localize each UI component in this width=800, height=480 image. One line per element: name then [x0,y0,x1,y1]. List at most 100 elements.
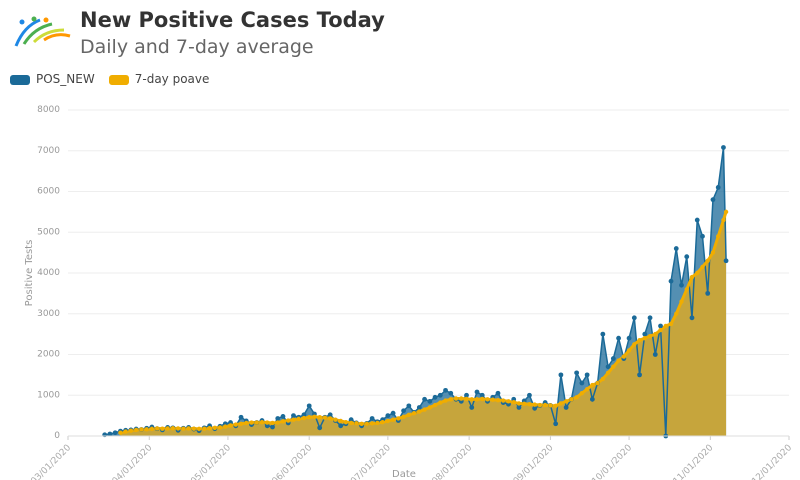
data-point[interactable] [679,299,684,304]
data-point[interactable] [317,425,323,431]
data-point[interactable] [490,397,495,402]
data-point[interactable] [705,290,711,296]
data-point[interactable] [616,335,621,341]
data-point[interactable] [464,396,469,402]
data-point[interactable] [521,401,527,407]
data-point[interactable] [658,323,663,329]
data-point[interactable] [527,392,532,398]
data-point[interactable] [563,399,569,404]
data-point[interactable] [291,417,296,422]
data-point[interactable] [448,397,453,402]
data-point[interactable] [516,401,522,406]
data-point[interactable] [647,333,653,339]
data-point[interactable] [202,426,207,431]
data-point[interactable] [338,418,343,424]
data-point[interactable] [354,421,359,426]
data-point[interactable] [165,426,170,431]
data-point[interactable] [542,402,548,408]
data-point[interactable] [563,405,569,410]
data-point[interactable] [480,396,485,402]
data-point[interactable] [322,415,328,420]
data-point[interactable] [589,396,595,402]
data-point[interactable] [595,380,600,386]
data-point[interactable] [631,315,637,321]
legend-item-7day[interactable]: 7-day poave [108,72,209,86]
data-point[interactable] [495,397,501,403]
data-point[interactable] [254,420,259,425]
data-point[interactable] [154,426,160,431]
data-point[interactable] [406,403,412,409]
data-point[interactable] [401,414,406,420]
data-point[interactable] [694,217,700,223]
data-point[interactable] [689,315,695,321]
data-point[interactable] [249,420,254,425]
data-point[interactable] [427,405,433,410]
data-point[interactable] [642,336,647,341]
data-point[interactable] [658,327,663,333]
data-point[interactable] [118,430,123,435]
data-point[interactable] [459,396,464,401]
data-point[interactable] [495,390,501,396]
data-point[interactable] [390,410,396,416]
data-point[interactable] [705,258,710,263]
data-point[interactable] [280,414,286,419]
data-point[interactable] [364,421,370,426]
data-point[interactable] [448,390,454,396]
data-point[interactable] [265,420,270,425]
data-point[interactable] [238,414,244,420]
data-point[interactable] [673,246,679,251]
data-point[interactable] [506,399,511,404]
data-point[interactable] [170,426,176,431]
data-point[interactable] [112,430,118,436]
data-point[interactable] [579,380,585,386]
data-point[interactable] [191,426,197,431]
data-point[interactable] [553,421,559,427]
data-point[interactable] [369,416,375,421]
data-point[interactable] [558,401,564,406]
data-point[interactable] [422,396,427,402]
data-point[interactable] [333,417,338,422]
data-point[interactable] [501,398,506,403]
data-point[interactable] [532,405,538,411]
data-point[interactable] [432,394,438,400]
data-point[interactable] [443,398,448,403]
data-point[interactable] [375,420,380,426]
data-point[interactable] [600,331,606,337]
data-point[interactable] [616,358,621,363]
data-point[interactable] [723,209,729,215]
data-point[interactable] [133,427,139,433]
data-point[interactable] [621,354,627,359]
data-point[interactable] [474,397,480,402]
data-point[interactable] [453,396,459,401]
data-point[interactable] [217,425,223,430]
data-point[interactable] [574,370,580,376]
data-point[interactable] [385,413,391,419]
data-point[interactable] [244,420,249,426]
data-point[interactable] [160,426,165,431]
data-point[interactable] [437,392,443,398]
data-point[interactable] [417,409,422,414]
data-point[interactable] [432,402,438,408]
data-point[interactable] [301,415,307,421]
data-point[interactable] [207,426,212,431]
data-point[interactable] [553,403,558,409]
data-point[interactable] [584,372,590,378]
data-point[interactable] [296,416,301,422]
data-point[interactable] [317,415,322,420]
data-point[interactable] [223,424,228,429]
data-point[interactable] [642,331,648,337]
data-point[interactable] [716,234,721,239]
data-point[interactable] [259,419,265,425]
data-point[interactable] [684,254,690,260]
data-point[interactable] [626,348,632,353]
data-point[interactable] [569,397,574,402]
data-point[interactable] [212,425,218,431]
data-point[interactable] [416,405,422,410]
data-point[interactable] [270,420,275,426]
data-point[interactable] [422,407,427,412]
data-point[interactable] [579,391,585,396]
data-point[interactable] [715,185,721,190]
data-point[interactable] [610,356,616,361]
data-point[interactable] [605,364,611,370]
data-point[interactable] [721,217,726,223]
